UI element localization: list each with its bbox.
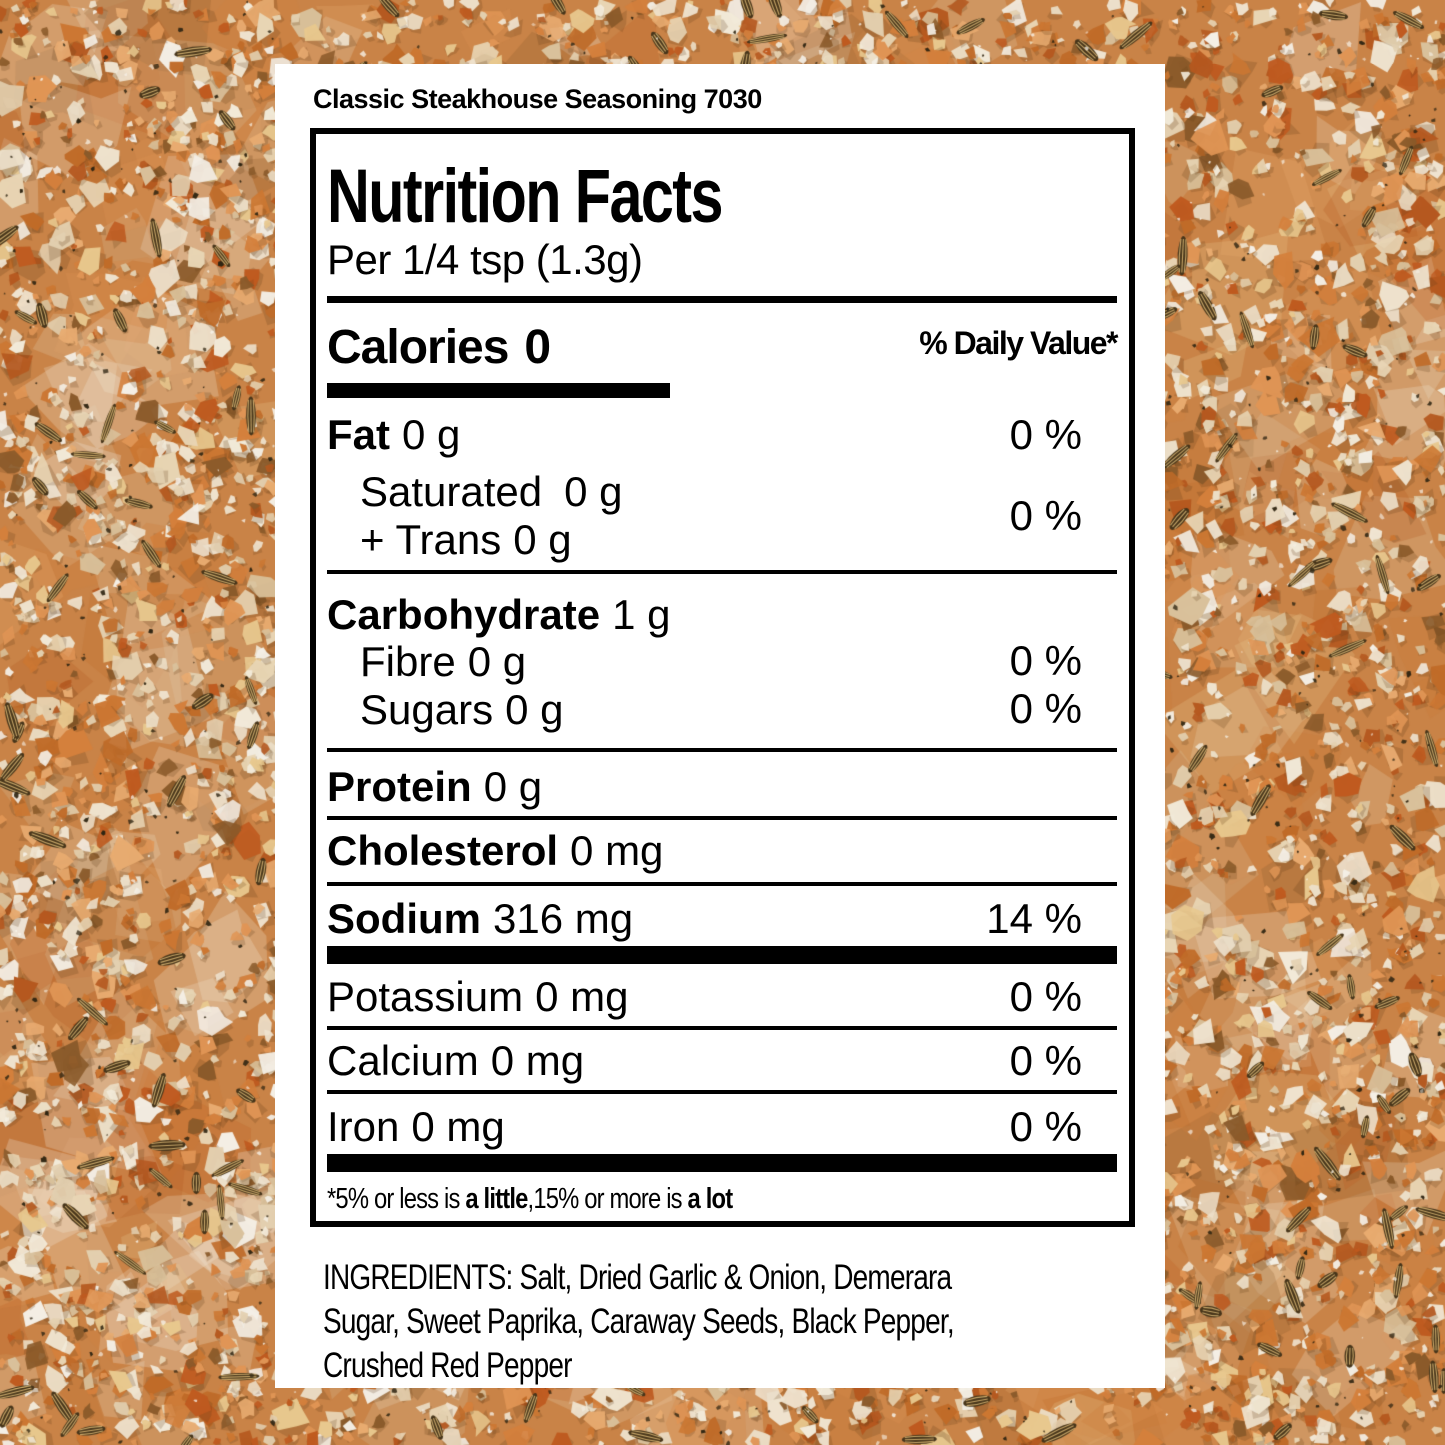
carbohydrate-label: Carbohydrate <box>327 591 601 638</box>
saturated-amount: 0 g <box>564 468 623 515</box>
divider <box>327 882 1117 886</box>
trans-line: + Trans 0 g <box>360 516 623 564</box>
calories-label-group: Calories 0 <box>327 317 551 379</box>
calcium-name-group: Calcium 0 mg <box>327 1038 584 1084</box>
nutrient-row-iron: Iron 0 mg 0 % <box>327 1104 1117 1150</box>
calcium-label: Calcium <box>327 1037 479 1084</box>
iron-dv-value: 0 % <box>1009 1103 1082 1150</box>
calcium-amount: 0 mg <box>490 1037 585 1084</box>
carbohydrate-amount: 1 g <box>612 591 671 638</box>
carbohydrate-name-group: Carbohydrate 1 g <box>327 592 670 638</box>
daily-value-footnote: *5% or less is a little,15% or more is a… <box>327 1182 975 1216</box>
nutrition-facts-title: Nutrition Facts <box>327 154 723 239</box>
fibre-label: Fibre <box>360 638 456 685</box>
cholesterol-amount: 0 mg <box>570 827 664 874</box>
divider <box>327 816 1117 820</box>
saturated-trans-dv-value: 0 % <box>1009 492 1082 539</box>
fibre-name-group: Fibre 0 g <box>327 638 526 686</box>
divider-thick-top <box>327 296 1117 303</box>
fat-name-group: Fat 0 g <box>327 412 460 458</box>
nutrient-row-carbohydrate: Carbohydrate 1 g <box>327 592 1117 638</box>
nutrient-row-calcium: Calcium 0 mg 0 % <box>327 1038 1117 1084</box>
ingredients-text: INGREDIENTS: Salt, Dried Garlic & Onion,… <box>323 1258 955 1385</box>
sodium-dv-value: 14 % <box>986 895 1082 942</box>
calories-underline-bar <box>327 383 670 398</box>
sodium-amount: 316 mg <box>493 895 634 942</box>
divider-heavy-bottom <box>327 1154 1117 1172</box>
nutrient-row-protein: Protein 0 g <box>327 764 1117 810</box>
protein-label: Protein <box>327 763 472 810</box>
divider <box>327 748 1117 752</box>
sugars-amount: 0 g <box>505 686 564 733</box>
fat-label: Fat <box>327 411 390 458</box>
product-title: Classic Steakhouse Seasoning 7030 <box>313 84 762 114</box>
fat-amount: 0 g <box>402 411 461 458</box>
potassium-amount: 0 mg <box>535 973 629 1020</box>
saturated-line: Saturated 0 g <box>360 468 623 516</box>
divider-heavy <box>327 946 1117 964</box>
footnote-prefix: *5% or less is <box>327 1183 466 1215</box>
sugars-dv-value: 0 % <box>1009 685 1082 732</box>
footnote-mid: ,15% or more is <box>527 1183 688 1215</box>
calcium-dv-value: 0 % <box>1009 1037 1082 1084</box>
sugars-name-group: Sugars 0 g <box>327 686 563 734</box>
sugars-label: Sugars <box>360 686 494 733</box>
sodium-label: Sodium <box>327 895 481 942</box>
label-panel: Classic Steakhouse Seasoning 7030 Nutrit… <box>275 64 1165 1388</box>
nutrient-row-sugars: Sugars 0 g 0 % <box>327 686 1117 734</box>
nutrition-facts-box: Nutrition Facts Per 1/4 tsp (1.3g) Calor… <box>310 128 1135 1227</box>
serving-size: Per 1/4 tsp (1.3g) <box>327 236 643 283</box>
potassium-name-group: Potassium 0 mg <box>327 974 628 1020</box>
calories-value: 0 <box>524 321 551 374</box>
saturated-label: Saturated <box>360 468 543 515</box>
nutrient-row-fibre: Fibre 0 g 0 % <box>327 638 1117 686</box>
potassium-dv-value: 0 % <box>1009 973 1082 1020</box>
nutrient-row-saturated-trans: Saturated 0 g + Trans 0 g 0 % <box>327 468 1117 564</box>
calories-label: Calories <box>327 321 509 374</box>
saturated-trans-group: Saturated 0 g + Trans 0 g <box>327 468 623 564</box>
nutrient-row-sodium: Sodium 316 mg 14 % <box>327 896 1117 942</box>
cholesterol-name-group: Cholesterol 0 mg <box>327 828 663 874</box>
divider <box>327 1090 1117 1094</box>
footnote-a-lot: a lot <box>687 1183 734 1215</box>
iron-name-group: Iron 0 mg <box>327 1104 505 1150</box>
nutrient-row-cholesterol: Cholesterol 0 mg <box>327 828 1117 874</box>
iron-amount: 0 mg <box>411 1103 505 1150</box>
iron-label: Iron <box>327 1103 400 1150</box>
trans-amount: 0 g <box>513 516 572 563</box>
fat-dv-value: 0 % <box>1009 411 1082 458</box>
calories-row: Calories 0 % Daily Value* <box>327 303 1118 379</box>
potassium-label: Potassium <box>327 973 524 1020</box>
nutrient-row-potassium: Potassium 0 mg 0 % <box>327 974 1117 1020</box>
divider <box>327 570 1117 574</box>
fibre-dv-value: 0 % <box>1009 637 1082 684</box>
daily-value-header: % Daily Value* <box>919 325 1118 361</box>
fibre-amount: 0 g <box>467 638 527 685</box>
protein-name-group: Protein 0 g <box>327 764 542 810</box>
trans-label: + Trans <box>360 516 502 563</box>
sodium-name-group: Sodium 316 mg <box>327 896 633 942</box>
footnote-a-little: a little <box>465 1183 528 1215</box>
divider <box>327 1026 1117 1030</box>
protein-amount: 0 g <box>483 763 543 810</box>
nutrient-row-fat: Fat 0 g 0 % <box>327 412 1117 458</box>
cholesterol-label: Cholesterol <box>327 827 559 874</box>
